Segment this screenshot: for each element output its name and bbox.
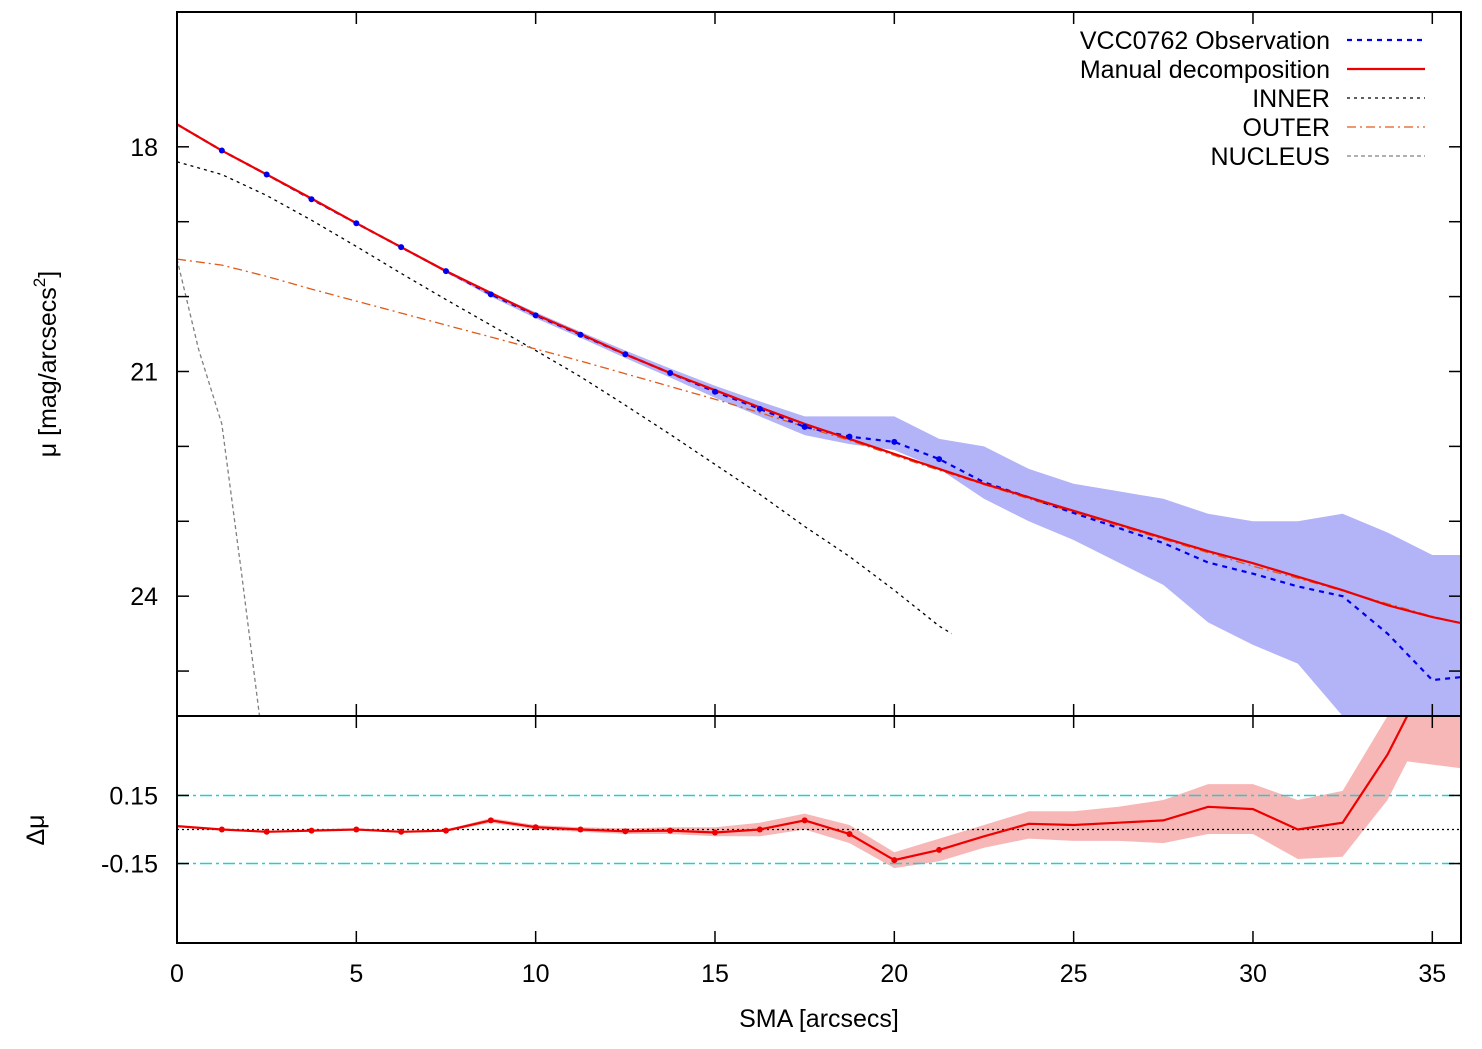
x-tick-label: 35	[1418, 960, 1446, 988]
series-line-outer	[177, 258, 1461, 624]
observation-error-band	[177, 124, 1461, 716]
residual-point	[398, 828, 405, 835]
data-point	[846, 433, 853, 440]
y-tick-label: 24	[130, 583, 158, 611]
x-tick-label: 20	[880, 960, 908, 988]
data-point	[487, 291, 494, 298]
observation-points-layer	[218, 147, 943, 463]
x-tick-label: 30	[1239, 960, 1267, 988]
axis-ticks-layer: 0 5 10 15 20 25 30 35 18 21 24 0.15 -0.15	[101, 12, 1461, 988]
residual-point	[936, 846, 943, 853]
data-point	[577, 331, 584, 338]
data-point	[622, 351, 629, 358]
profile-lines-layer	[177, 123, 1461, 716]
data-point	[756, 405, 763, 412]
data-point	[442, 268, 449, 275]
data-point	[398, 244, 405, 251]
y-axis-label-sup: 2	[30, 278, 49, 287]
residual-point	[891, 857, 898, 864]
data-point	[532, 312, 539, 319]
x-tick-label: 5	[349, 960, 363, 988]
residual-plot-frame	[176, 715, 1462, 944]
residual-point	[622, 828, 629, 835]
data-point	[353, 220, 360, 227]
data-point	[711, 388, 718, 395]
residual-point	[756, 826, 763, 833]
residual-y-axis-label: Δμ	[22, 814, 50, 845]
x-axis-label: SMA [arcsecs]	[739, 1005, 899, 1033]
residual-point	[801, 817, 808, 824]
reference-lines-layer	[177, 794, 1461, 865]
x-tick-label: 10	[522, 960, 550, 988]
x-tick-label: 0	[170, 960, 184, 988]
y-tick-label: 18	[130, 134, 158, 162]
x-tick-label: 15	[701, 960, 729, 988]
series-line-manual-decomposition	[177, 123, 1461, 625]
x-tick-label: 25	[1060, 960, 1088, 988]
residual-error-band	[177, 716, 1461, 869]
y-axis-label: μ [mag/arcsecs2]	[30, 271, 62, 457]
residual-y-tick-label: -0.15	[101, 851, 158, 879]
y-axis-label-main: μ [mag/arcsecs	[34, 287, 62, 457]
data-point	[263, 171, 270, 178]
legend-label-inner: INNER	[1252, 85, 1330, 113]
legend-label-vcc0762-observation: VCC0762 Observation	[1080, 27, 1330, 55]
residual-y-tick-label: 0.15	[109, 782, 158, 810]
data-point	[891, 438, 898, 445]
residual-point	[353, 826, 360, 833]
residual-point	[577, 826, 584, 833]
residual-point	[667, 827, 674, 834]
data-point	[801, 423, 808, 430]
series-line-inner	[177, 161, 953, 635]
uncertainty-band-layer	[177, 124, 1461, 716]
residual-point	[532, 824, 539, 831]
data-point	[218, 147, 225, 154]
residual-point	[711, 829, 718, 836]
residual-points-layer	[218, 817, 943, 864]
data-point	[667, 369, 674, 376]
y-tick-label: 21	[130, 358, 158, 386]
residual-point	[263, 828, 270, 835]
residual-point	[308, 827, 315, 834]
residual-point	[846, 831, 853, 838]
series-line-nucleus	[177, 258, 261, 716]
residual-band-layer	[177, 716, 1461, 869]
residual-point	[487, 817, 494, 824]
residual-point	[218, 826, 225, 833]
data-point	[936, 456, 943, 463]
data-point	[308, 196, 315, 203]
legend-label-manual-decomposition: Manual decomposition	[1080, 56, 1330, 84]
y-axis-label-close: ]	[34, 271, 62, 278]
residual-point	[442, 827, 449, 834]
legend-label-outer: OUTER	[1243, 114, 1331, 142]
legend-label-nucleus: NUCLEUS	[1211, 143, 1330, 171]
